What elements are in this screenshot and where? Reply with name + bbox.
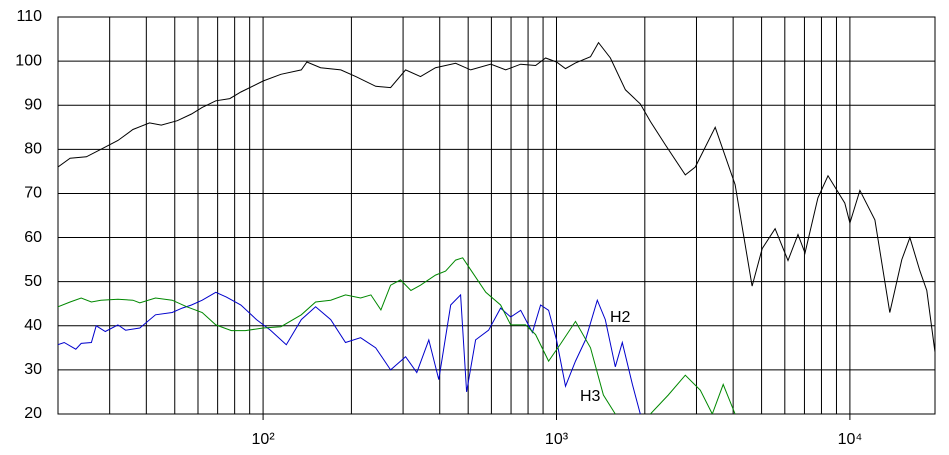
y-tick-label: 50 bbox=[24, 273, 42, 290]
series-line bbox=[58, 257, 736, 414]
series-line bbox=[58, 291, 641, 414]
x-tick-label: 10² bbox=[252, 431, 276, 448]
x-tick-label: 10³ bbox=[545, 431, 569, 448]
y-tick-label: 110 bbox=[16, 8, 42, 25]
plot-frame bbox=[57, 16, 936, 415]
x-tick-label: 10⁴ bbox=[838, 431, 863, 448]
y-tick-label: 30 bbox=[24, 361, 42, 378]
labels: 20 30 40 50 60 70 80 90 100 110 10² 10³ 10⁴ H2 H3 bbox=[15, 8, 862, 448]
series-line bbox=[58, 41, 935, 353]
y-tick-label: 90 bbox=[24, 96, 42, 113]
y-tick-label: 70 bbox=[24, 185, 42, 202]
plot-lines bbox=[58, 41, 935, 414]
y-tick-label: 20 bbox=[24, 405, 42, 422]
y-tick-label: 80 bbox=[24, 141, 42, 158]
y-tick-label: 40 bbox=[24, 317, 42, 334]
series-label: H2 bbox=[610, 309, 631, 326]
y-tick-label: 60 bbox=[24, 229, 42, 246]
series-label: H3 bbox=[580, 388, 601, 405]
y-tick-label: 100 bbox=[15, 52, 42, 69]
grid bbox=[58, 16, 935, 420]
